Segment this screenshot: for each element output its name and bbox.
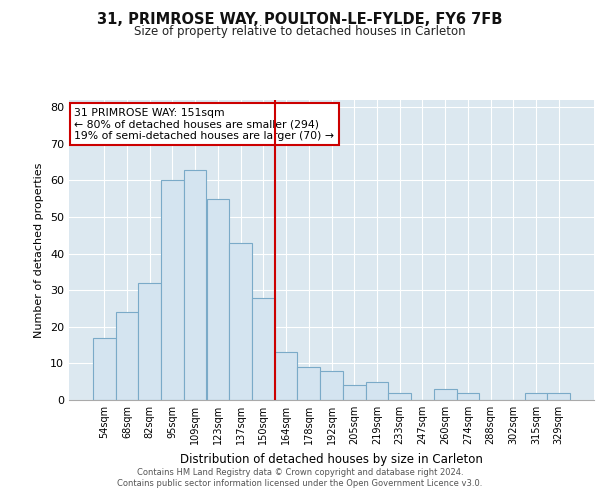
Text: Size of property relative to detached houses in Carleton: Size of property relative to detached ho… [134, 25, 466, 38]
Bar [365, 382, 388, 400]
Bar [93, 338, 116, 400]
Bar [184, 170, 206, 400]
Y-axis label: Number of detached properties: Number of detached properties [34, 162, 44, 338]
Bar [388, 392, 411, 400]
Bar [320, 370, 343, 400]
Text: 31, PRIMROSE WAY, POULTON-LE-FYLDE, FY6 7FB: 31, PRIMROSE WAY, POULTON-LE-FYLDE, FY6 … [97, 12, 503, 28]
X-axis label: Distribution of detached houses by size in Carleton: Distribution of detached houses by size … [180, 452, 483, 466]
Bar [206, 199, 229, 400]
Bar [229, 242, 252, 400]
Bar [524, 392, 547, 400]
Text: Contains HM Land Registry data © Crown copyright and database right 2024.
Contai: Contains HM Land Registry data © Crown c… [118, 468, 482, 487]
Bar [252, 298, 275, 400]
Bar [457, 392, 479, 400]
Bar [275, 352, 298, 400]
Bar [298, 367, 320, 400]
Bar [343, 386, 365, 400]
Bar [161, 180, 184, 400]
Bar [547, 392, 570, 400]
Bar [434, 389, 457, 400]
Bar [116, 312, 139, 400]
Bar [139, 283, 161, 400]
Text: 31 PRIMROSE WAY: 151sqm
← 80% of detached houses are smaller (294)
19% of semi-d: 31 PRIMROSE WAY: 151sqm ← 80% of detache… [74, 108, 334, 140]
